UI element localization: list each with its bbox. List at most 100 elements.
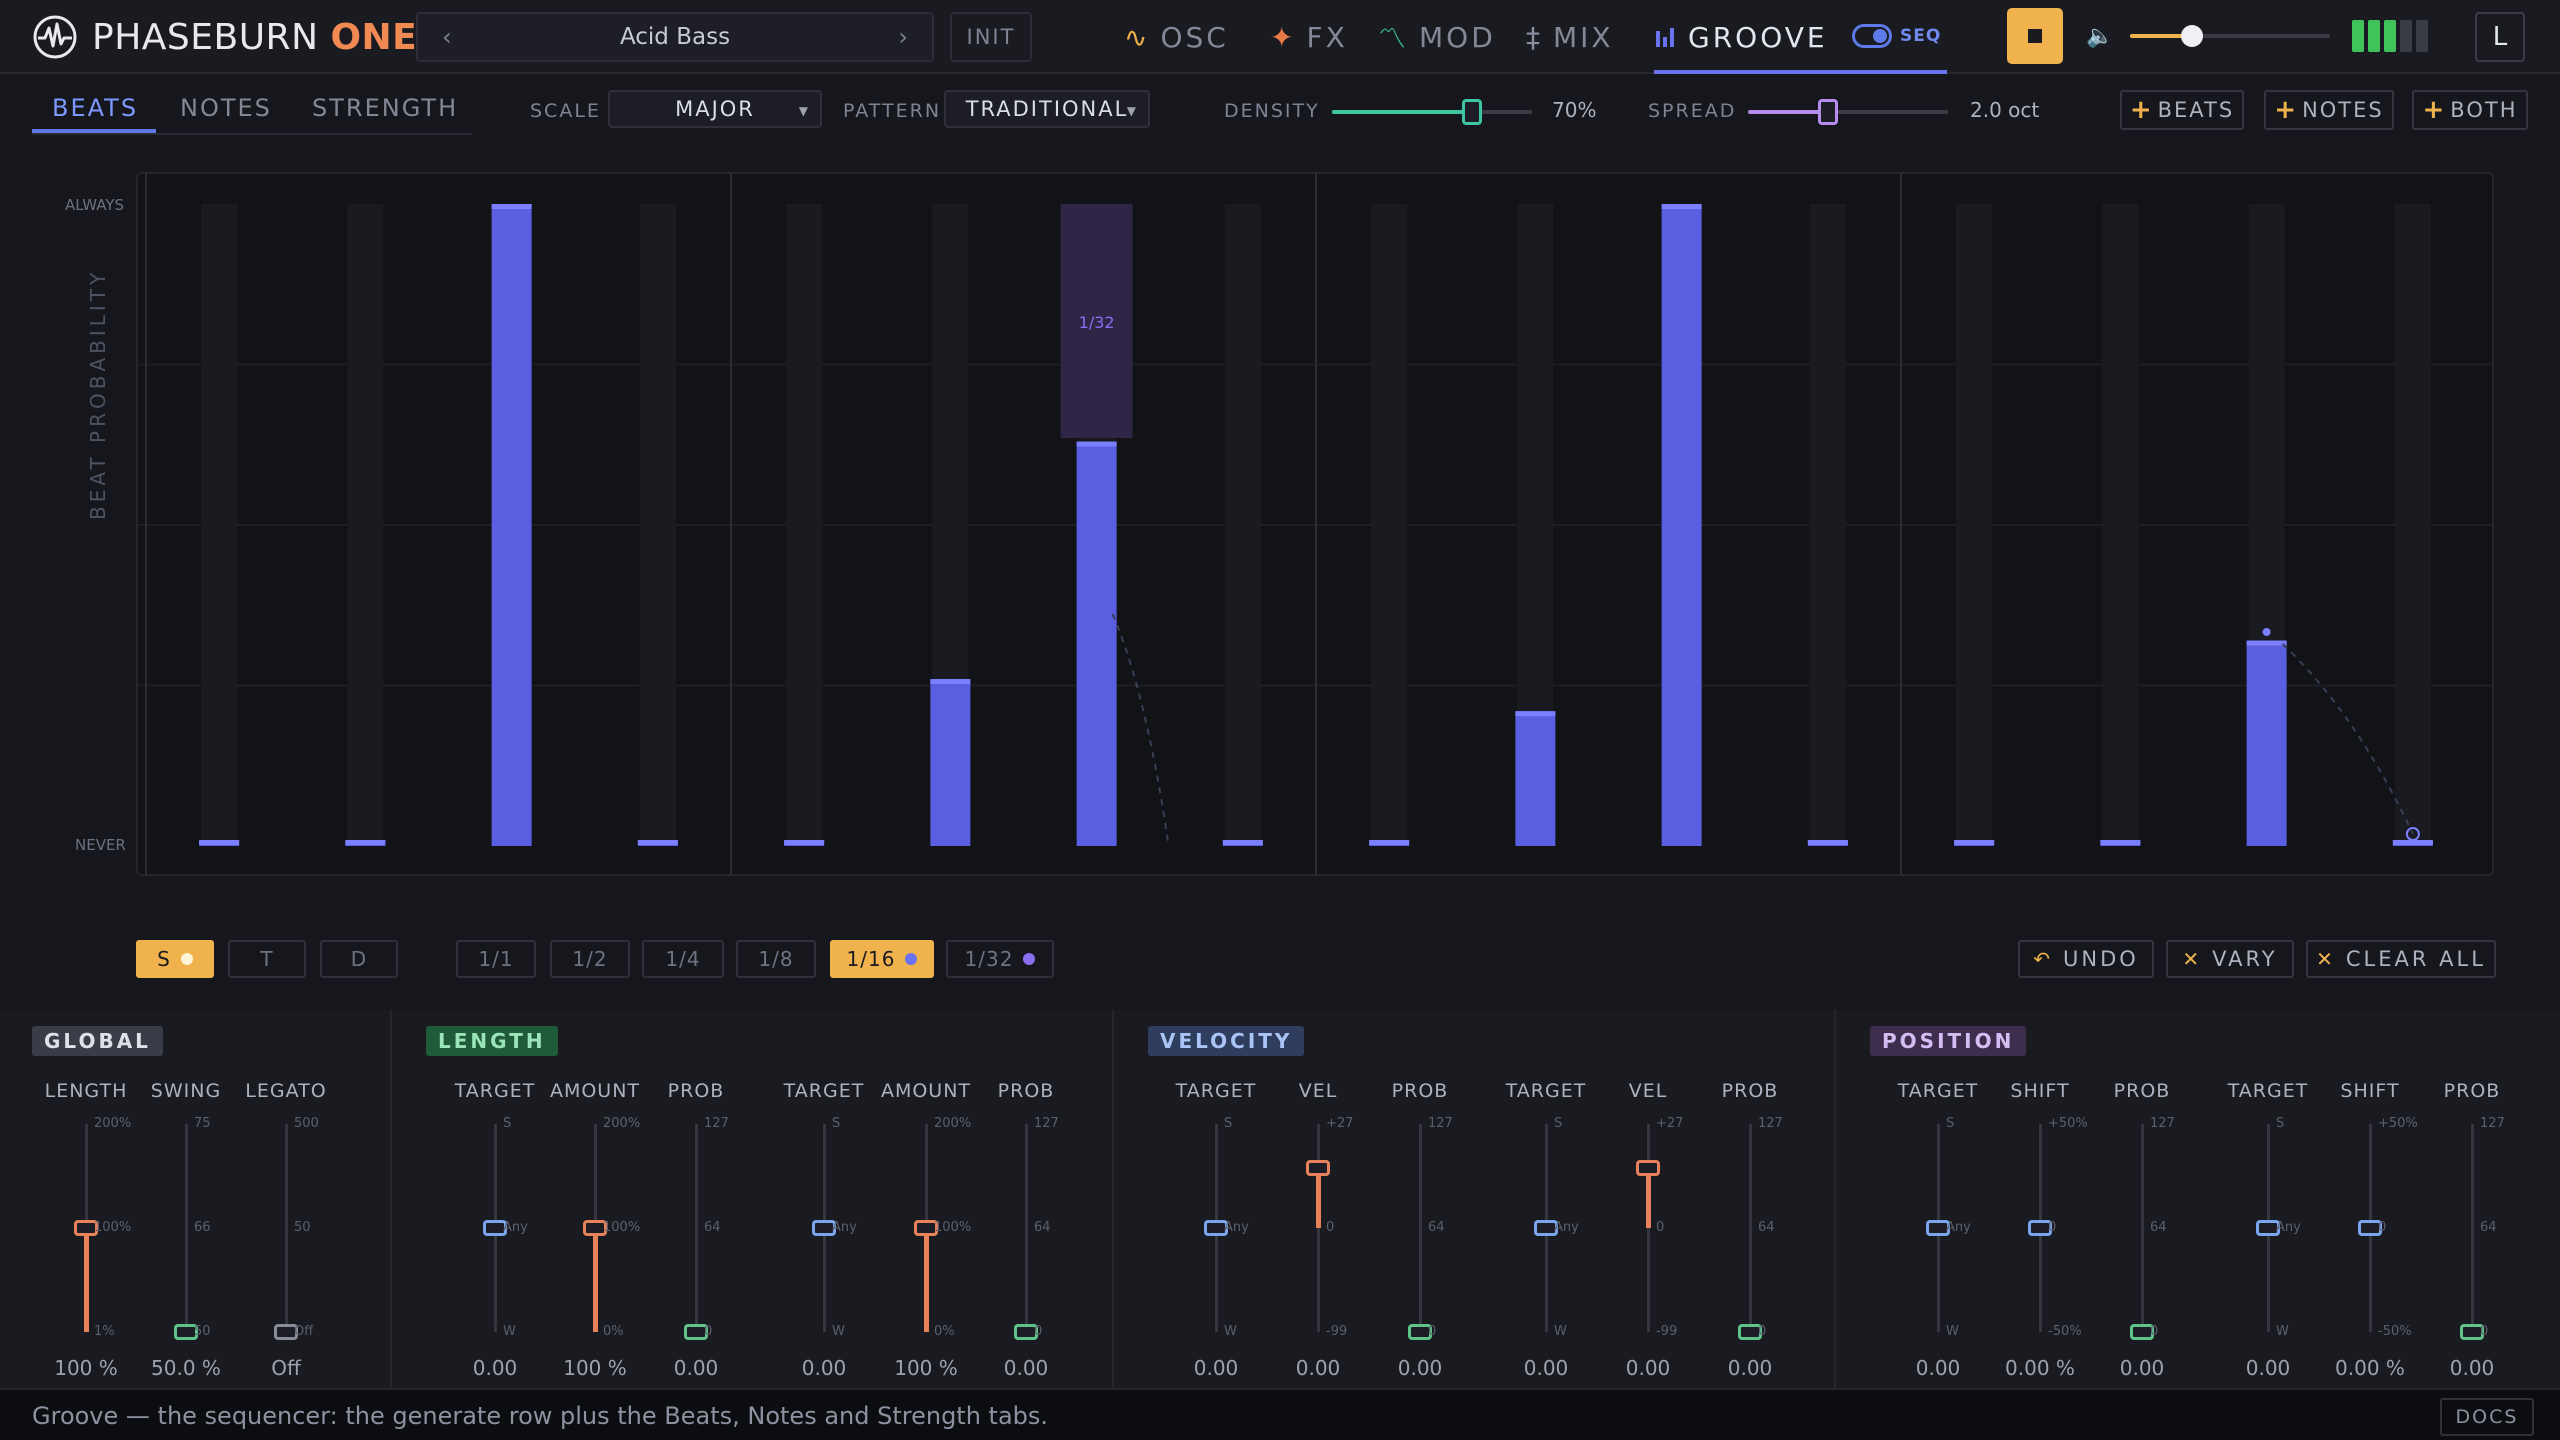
column-value: 0.00 <box>1727 1356 1773 1380</box>
slider-knob[interactable] <box>2358 1220 2382 1236</box>
step-bar-cap[interactable] <box>1807 840 1848 845</box>
vary-button[interactable]: ✕ VARY <box>2166 940 2294 978</box>
division-1-2-button[interactable]: 1/2 <box>550 940 630 978</box>
slider-knob[interactable] <box>2256 1220 2280 1236</box>
seq-toggle[interactable] <box>1852 24 1892 48</box>
slider-knob[interactable] <box>2460 1324 2484 1340</box>
step-bar-cap[interactable] <box>1661 204 1702 209</box>
preset-prev-button[interactable]: ‹ <box>442 23 452 51</box>
step-bar-cap[interactable] <box>637 840 678 845</box>
undo-button[interactable]: ↶ UNDO <box>2018 940 2154 978</box>
step-bar[interactable] <box>1515 711 1556 846</box>
slider-knob[interactable] <box>174 1324 198 1340</box>
slider-knob[interactable] <box>74 1220 98 1236</box>
slider-track[interactable] <box>185 1124 188 1332</box>
slider-knob[interactable] <box>914 1220 938 1236</box>
slider-track[interactable] <box>2141 1124 2144 1332</box>
add-both-button[interactable]: + BOTH <box>2412 90 2528 130</box>
step-bar[interactable] <box>491 204 532 846</box>
slider-knob[interactable] <box>1636 1159 1660 1176</box>
subtab-notes[interactable]: NOTES <box>180 94 272 122</box>
step-bar-cap[interactable] <box>1954 840 1995 845</box>
slider-knob[interactable] <box>583 1220 607 1236</box>
waveform-logo-icon <box>33 15 77 59</box>
l-button[interactable]: L <box>2475 12 2525 62</box>
slider-track[interactable] <box>1025 1124 1028 1332</box>
slider-track[interactable] <box>285 1124 288 1332</box>
slider-track[interactable] <box>1749 1124 1752 1332</box>
slider-knob[interactable] <box>1738 1324 1762 1340</box>
slider-track[interactable] <box>1317 1124 1320 1332</box>
step-bar-cap[interactable] <box>2392 840 2433 845</box>
density-knob[interactable] <box>1462 99 1482 125</box>
subtab-beats[interactable]: BEATS <box>52 94 139 122</box>
step-bar[interactable] <box>2246 640 2287 846</box>
division-1-1-button[interactable]: 1/1 <box>456 940 536 978</box>
tab-mix[interactable]: ‡ MIX <box>1526 20 1614 54</box>
slider-knob[interactable] <box>483 1220 507 1236</box>
slider-track[interactable] <box>2471 1124 2474 1332</box>
step-bar[interactable] <box>1076 441 1117 846</box>
division-1-4-button[interactable]: 1/4 <box>642 940 724 978</box>
step-bar-cap[interactable] <box>1369 840 1410 845</box>
step-bar-cap[interactable] <box>1076 441 1117 447</box>
division-1-8-button[interactable]: 1/8 <box>736 940 816 978</box>
slider-knob[interactable] <box>2130 1324 2154 1340</box>
preset-selector[interactable]: ‹ Acid Bass › <box>416 12 934 62</box>
slider-track[interactable] <box>1647 1124 1650 1332</box>
add-notes-button[interactable]: + NOTES <box>2264 90 2394 130</box>
tick-mid: 64 <box>1034 1220 1051 1235</box>
bars-icon <box>1656 28 1674 47</box>
slider-knob[interactable] <box>274 1324 298 1340</box>
mode-s-button[interactable]: S <box>136 940 214 978</box>
step-bar-cap[interactable] <box>930 679 971 685</box>
slider-knob[interactable] <box>684 1324 708 1340</box>
slider-knob[interactable] <box>1408 1324 1432 1340</box>
step-bar-cap[interactable] <box>199 840 240 845</box>
subtab-strength[interactable]: STRENGTH <box>312 94 459 122</box>
spread-slider[interactable] <box>1748 99 1948 125</box>
step-bar[interactable] <box>1661 204 1702 846</box>
swing-curve <box>2281 643 2414 835</box>
tab-osc[interactable]: ∿ OSC <box>1124 20 1229 54</box>
step-grid-canvas[interactable]: 1/32 <box>138 174 2494 876</box>
slider-knob[interactable] <box>812 1220 836 1236</box>
step-bar-cap[interactable] <box>2246 640 2287 646</box>
slider-track[interactable] <box>695 1124 698 1332</box>
add-beats-button[interactable]: + BEATS <box>2120 90 2244 130</box>
density-slider[interactable] <box>1332 99 1532 125</box>
volume-slider[interactable] <box>2130 25 2330 47</box>
slider-track[interactable] <box>1419 1124 1422 1332</box>
mode-d-button[interactable]: D <box>320 940 398 978</box>
step-bar-cap[interactable] <box>784 840 825 845</box>
volume-knob[interactable] <box>2181 25 2203 47</box>
tab-fx[interactable]: ✦ FX <box>1270 20 1348 54</box>
slider-knob[interactable] <box>1306 1159 1330 1176</box>
scale-dropdown[interactable]: MAJOR ▼ <box>608 90 822 128</box>
slider-knob[interactable] <box>1014 1324 1038 1340</box>
step-bar-cap[interactable] <box>491 204 532 209</box>
division-1-32-button[interactable]: 1/32 <box>946 940 1054 978</box>
preset-next-button[interactable]: › <box>898 23 908 51</box>
spread-knob[interactable] <box>1818 99 1838 125</box>
slider-knob[interactable] <box>2028 1220 2052 1236</box>
tab-mod[interactable]: 〽 MOD <box>1378 14 1496 60</box>
slider-knob[interactable] <box>1534 1220 1558 1236</box>
logo: PHASEBURN ONE <box>32 14 417 60</box>
step-bar-cap[interactable] <box>1515 711 1556 717</box>
stop-button[interactable] <box>2007 8 2063 64</box>
mode-t-button[interactable]: T <box>228 940 306 978</box>
docs-button[interactable]: DOCS <box>2440 1398 2534 1436</box>
slider-knob[interactable] <box>1926 1220 1950 1236</box>
division-1-16-button[interactable]: 1/16 <box>830 940 934 978</box>
tab-groove[interactable]: GROOVE <box>1654 14 1828 60</box>
slider-knob[interactable] <box>1204 1220 1228 1236</box>
step-bar-cap[interactable] <box>1222 840 1263 845</box>
step-bar-cap[interactable] <box>2100 840 2141 845</box>
step-bar-cap[interactable] <box>345 840 386 845</box>
clear-all-button[interactable]: ✕ CLEAR ALL <box>2306 940 2496 978</box>
pattern-dropdown[interactable]: TRADITIONAL ▼ <box>944 90 1150 128</box>
step-bar[interactable] <box>930 679 971 846</box>
init-button[interactable]: INIT <box>950 12 1032 62</box>
beat-probability-grid[interactable]: 1/32 <box>136 172 2494 876</box>
